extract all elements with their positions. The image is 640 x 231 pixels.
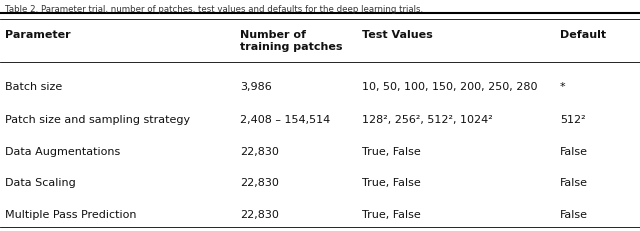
Text: False: False xyxy=(560,177,588,187)
Text: 22,830: 22,830 xyxy=(240,177,279,187)
Text: True, False: True, False xyxy=(362,177,420,187)
Text: 512²: 512² xyxy=(560,114,586,124)
Text: Data Scaling: Data Scaling xyxy=(5,177,76,187)
Text: 3,986: 3,986 xyxy=(240,82,272,92)
Text: True, False: True, False xyxy=(362,146,420,156)
Text: 2,408 – 154,514: 2,408 – 154,514 xyxy=(240,114,330,124)
Text: True, False: True, False xyxy=(362,209,420,219)
Text: 22,830: 22,830 xyxy=(240,209,279,219)
Text: Table 2. Parameter trial, number of patches, test values and defaults for the de: Table 2. Parameter trial, number of patc… xyxy=(5,5,423,14)
Text: Number of
training patches: Number of training patches xyxy=(240,30,342,52)
Text: Parameter: Parameter xyxy=(5,30,71,40)
Text: *: * xyxy=(560,82,566,92)
Text: 128², 256², 512², 1024²: 128², 256², 512², 1024² xyxy=(362,114,492,124)
Text: 10, 50, 100, 150, 200, 250, 280: 10, 50, 100, 150, 200, 250, 280 xyxy=(362,82,537,92)
Text: Default: Default xyxy=(560,30,606,40)
Text: 22,830: 22,830 xyxy=(240,146,279,156)
Text: False: False xyxy=(560,146,588,156)
Text: Batch size: Batch size xyxy=(5,82,62,92)
Text: Data Augmentations: Data Augmentations xyxy=(5,146,120,156)
Text: Patch size and sampling strategy: Patch size and sampling strategy xyxy=(5,114,190,124)
Text: Test Values: Test Values xyxy=(362,30,433,40)
Text: False: False xyxy=(560,209,588,219)
Text: Multiple Pass Prediction: Multiple Pass Prediction xyxy=(5,209,136,219)
